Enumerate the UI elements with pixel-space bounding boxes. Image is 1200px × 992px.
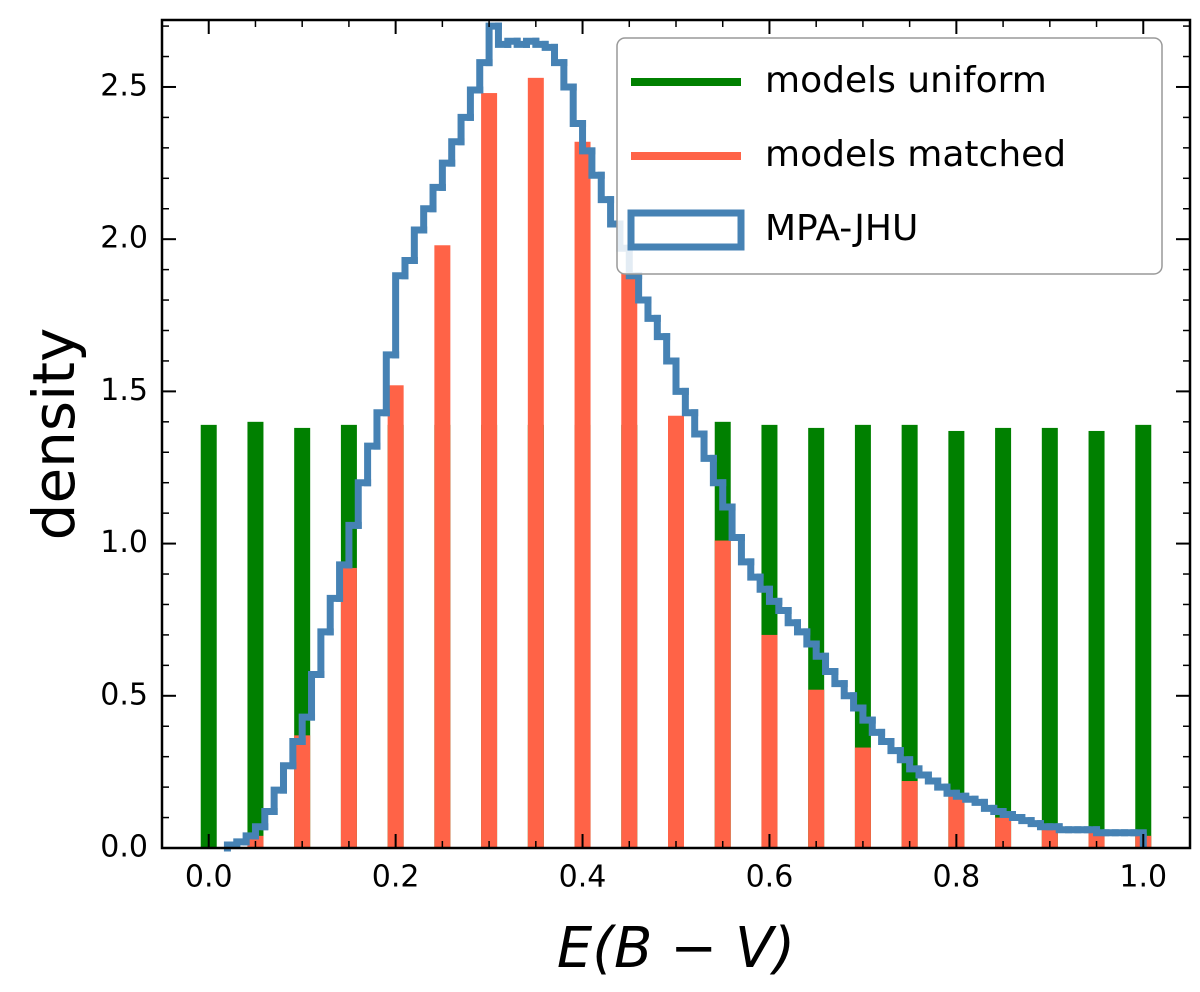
x-axis-label: E(B − V) <box>557 916 795 981</box>
bar <box>481 93 498 848</box>
bar <box>995 817 1012 848</box>
step-segment <box>728 503 745 541</box>
bar <box>668 415 684 848</box>
bar <box>387 385 404 848</box>
bar <box>294 735 311 848</box>
step-segment <box>635 272 652 304</box>
y-tick-label: 2.5 <box>100 68 148 103</box>
step-segment <box>354 479 372 529</box>
bar <box>434 245 451 848</box>
bar <box>621 272 638 849</box>
bar <box>1135 424 1152 848</box>
bar <box>854 747 871 848</box>
bar <box>995 427 1012 848</box>
bar <box>948 430 965 848</box>
bar <box>1041 427 1058 848</box>
step-segment <box>700 430 717 462</box>
step-segment <box>457 113 474 146</box>
step-segment <box>392 272 409 359</box>
step-segment <box>438 159 456 191</box>
legend-swatch <box>627 209 745 251</box>
bar <box>1088 430 1105 848</box>
x-tick-label: 0.4 <box>559 860 607 895</box>
x-tick-label: 0.0 <box>185 860 233 895</box>
y-axis-label: density <box>20 328 88 541</box>
step-segment <box>663 333 680 365</box>
step-segment <box>373 409 390 450</box>
bar <box>200 424 217 848</box>
x-tick-label: 0.6 <box>746 860 794 895</box>
y-tick-label: 1.5 <box>100 373 148 408</box>
step-segment <box>279 762 297 794</box>
step-segment <box>476 59 493 94</box>
step-segment <box>326 594 344 636</box>
step-segment <box>737 534 755 566</box>
legend: models uniform models matched MPA-JHU <box>616 37 1163 275</box>
bar <box>901 424 918 848</box>
step-segment <box>588 147 605 179</box>
step-segment <box>672 357 689 395</box>
step-segment <box>410 226 428 264</box>
bar <box>574 141 591 848</box>
y-tick-label: 2.0 <box>100 221 148 256</box>
step-segment <box>364 442 381 487</box>
step-segment <box>466 86 484 121</box>
legend-box <box>616 37 1163 275</box>
step-segment <box>597 171 615 204</box>
bar <box>761 634 778 848</box>
bar <box>854 424 871 848</box>
bar <box>714 540 731 848</box>
step-segment <box>569 83 587 127</box>
x-tick-label: 1.0 <box>1119 860 1167 895</box>
y-tick-label: 0.0 <box>100 830 148 865</box>
step-segment <box>317 628 334 678</box>
legend-label: models uniform <box>765 60 1047 101</box>
step-segment <box>560 59 577 91</box>
bar <box>247 421 264 848</box>
bar <box>948 793 965 848</box>
bar <box>527 77 544 848</box>
legend-label: models matched <box>765 134 1066 175</box>
bar <box>901 781 918 848</box>
x-tick-label: 0.8 <box>933 860 981 895</box>
x-tick-label: 0.2 <box>372 860 420 895</box>
legend-label: MPA-JHU <box>765 208 918 249</box>
step-segment <box>308 670 325 721</box>
y-tick-label: 1.0 <box>100 525 148 560</box>
bar <box>808 689 825 848</box>
y-tick-label: 0.5 <box>100 677 148 712</box>
bar <box>340 567 357 848</box>
